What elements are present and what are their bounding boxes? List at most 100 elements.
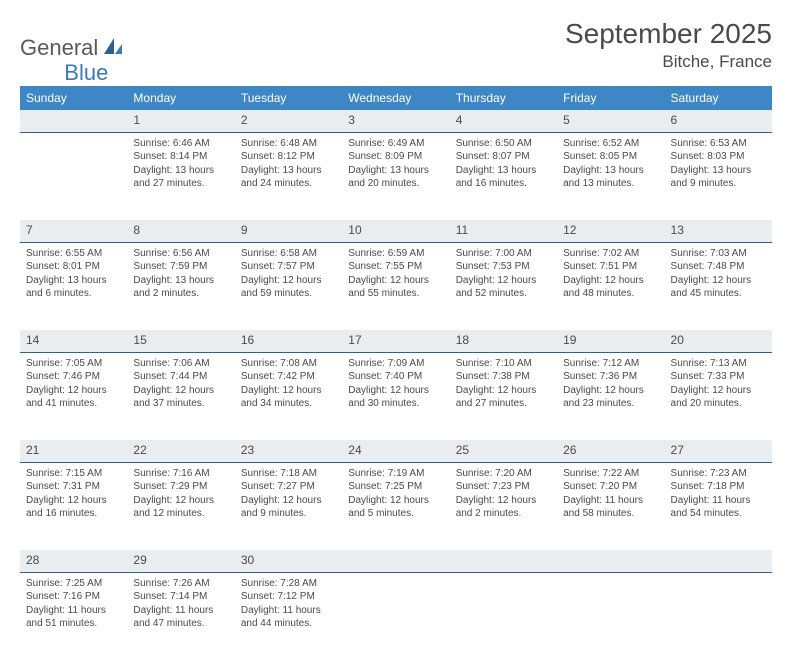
sunrise-text: Sunrise: 7:13 AM [671,357,766,371]
daylight-text: Daylight: 12 hours and 20 minutes. [671,384,766,411]
sunrise-text: Sunrise: 7:18 AM [241,467,336,481]
sunset-text: Sunset: 8:07 PM [456,150,551,164]
sunset-text: Sunset: 8:01 PM [26,260,121,274]
sunset-text: Sunset: 7:12 PM [241,590,336,604]
day-number: 26 [557,440,664,460]
day-number-row: 282930 [20,550,772,572]
daylight-text: Daylight: 11 hours and 44 minutes. [241,604,336,631]
day-cell: Sunrise: 7:13 AMSunset: 7:33 PMDaylight:… [665,352,772,440]
day-cell: Sunrise: 6:52 AMSunset: 8:05 PMDaylight:… [557,132,664,220]
sunset-text: Sunset: 7:27 PM [241,480,336,494]
day-number: 20 [665,330,772,350]
day-cell [20,132,127,220]
day-cell: Sunrise: 6:59 AMSunset: 7:55 PMDaylight:… [342,242,449,330]
daylight-text: Daylight: 13 hours and 16 minutes. [456,164,551,191]
sunset-text: Sunset: 7:18 PM [671,480,766,494]
day-cell: Sunrise: 7:28 AMSunset: 7:12 PMDaylight:… [235,572,342,660]
daylight-text: Daylight: 12 hours and 34 minutes. [241,384,336,411]
day-cell: Sunrise: 7:09 AMSunset: 7:40 PMDaylight:… [342,352,449,440]
sunset-text: Sunset: 7:16 PM [26,590,121,604]
day-cell: Sunrise: 7:20 AMSunset: 7:23 PMDaylight:… [450,462,557,550]
daylight-text: Daylight: 11 hours and 54 minutes. [671,494,766,521]
sunrise-text: Sunrise: 7:22 AM [563,467,658,481]
day-cell: Sunrise: 7:22 AMSunset: 7:20 PMDaylight:… [557,462,664,550]
daylight-text: Daylight: 12 hours and 30 minutes. [348,384,443,411]
page-title: September 2025 [565,18,772,50]
day-cell: Sunrise: 7:06 AMSunset: 7:44 PMDaylight:… [127,352,234,440]
weekday-header: Wednesday [342,86,449,110]
day-number: 25 [450,440,557,460]
sunrise-text: Sunrise: 6:50 AM [456,137,551,151]
day-number-row: 123456 [20,110,772,132]
sunrise-text: Sunrise: 6:53 AM [671,137,766,151]
sunset-text: Sunset: 7:53 PM [456,260,551,274]
sunrise-text: Sunrise: 6:46 AM [133,137,228,151]
daylight-text: Daylight: 13 hours and 2 minutes. [133,274,228,301]
sunrise-text: Sunrise: 6:56 AM [133,247,228,261]
day-cell: Sunrise: 6:48 AMSunset: 8:12 PMDaylight:… [235,132,342,220]
day-cell: Sunrise: 7:08 AMSunset: 7:42 PMDaylight:… [235,352,342,440]
day-cell: Sunrise: 7:16 AMSunset: 7:29 PMDaylight:… [127,462,234,550]
weekday-header: Tuesday [235,86,342,110]
weekday-header: Monday [127,86,234,110]
daylight-text: Daylight: 12 hours and 48 minutes. [563,274,658,301]
sunset-text: Sunset: 8:05 PM [563,150,658,164]
day-number: 5 [557,110,664,130]
logo-text-general: General [20,35,98,61]
sunrise-text: Sunrise: 6:52 AM [563,137,658,151]
sunset-text: Sunset: 7:55 PM [348,260,443,274]
day-cell: Sunrise: 7:03 AMSunset: 7:48 PMDaylight:… [665,242,772,330]
day-number: 17 [342,330,449,350]
daylight-text: Daylight: 12 hours and 41 minutes. [26,384,121,411]
sunset-text: Sunset: 7:25 PM [348,480,443,494]
sunset-text: Sunset: 7:14 PM [133,590,228,604]
day-number: 15 [127,330,234,350]
daylight-text: Daylight: 12 hours and 16 minutes. [26,494,121,521]
day-number: 8 [127,220,234,240]
sunset-text: Sunset: 7:51 PM [563,260,658,274]
day-cell: Sunrise: 7:19 AMSunset: 7:25 PMDaylight:… [342,462,449,550]
sunrise-text: Sunrise: 7:12 AM [563,357,658,371]
day-number: 30 [235,550,342,570]
week-row: Sunrise: 6:46 AMSunset: 8:14 PMDaylight:… [20,132,772,220]
daylight-text: Daylight: 12 hours and 59 minutes. [241,274,336,301]
daylight-text: Daylight: 13 hours and 13 minutes. [563,164,658,191]
sunset-text: Sunset: 7:59 PM [133,260,228,274]
day-number: 6 [665,110,772,130]
sunrise-text: Sunrise: 7:19 AM [348,467,443,481]
day-cell [450,572,557,660]
sunrise-text: Sunrise: 7:15 AM [26,467,121,481]
day-number: 1 [127,110,234,130]
daylight-text: Daylight: 12 hours and 37 minutes. [133,384,228,411]
daylight-text: Daylight: 13 hours and 6 minutes. [26,274,121,301]
logo-sail-icon [102,36,124,61]
daylight-text: Daylight: 12 hours and 55 minutes. [348,274,443,301]
daylight-text: Daylight: 12 hours and 27 minutes. [456,384,551,411]
sunset-text: Sunset: 7:38 PM [456,370,551,384]
day-cell: Sunrise: 7:25 AMSunset: 7:16 PMDaylight:… [20,572,127,660]
calendar-table: SundayMondayTuesdayWednesdayThursdayFrid… [20,86,772,660]
daylight-text: Daylight: 11 hours and 47 minutes. [133,604,228,631]
sunrise-text: Sunrise: 6:48 AM [241,137,336,151]
sunset-text: Sunset: 7:31 PM [26,480,121,494]
sunrise-text: Sunrise: 7:26 AM [133,577,228,591]
day-cell: Sunrise: 7:15 AMSunset: 7:31 PMDaylight:… [20,462,127,550]
sunset-text: Sunset: 7:44 PM [133,370,228,384]
daylight-text: Daylight: 12 hours and 2 minutes. [456,494,551,521]
day-cell [665,572,772,660]
daylight-text: Daylight: 11 hours and 51 minutes. [26,604,121,631]
daylight-text: Daylight: 12 hours and 12 minutes. [133,494,228,521]
day-cell: Sunrise: 6:46 AMSunset: 8:14 PMDaylight:… [127,132,234,220]
sunset-text: Sunset: 7:36 PM [563,370,658,384]
day-number: 7 [20,220,127,240]
day-number: 24 [342,440,449,460]
day-cell: Sunrise: 6:56 AMSunset: 7:59 PMDaylight:… [127,242,234,330]
day-cell: Sunrise: 7:23 AMSunset: 7:18 PMDaylight:… [665,462,772,550]
day-cell [342,572,449,660]
daylight-text: Daylight: 12 hours and 9 minutes. [241,494,336,521]
sunrise-text: Sunrise: 7:03 AM [671,247,766,261]
day-number: 16 [235,330,342,350]
week-row: Sunrise: 7:15 AMSunset: 7:31 PMDaylight:… [20,462,772,550]
sunrise-text: Sunrise: 6:49 AM [348,137,443,151]
sunrise-text: Sunrise: 7:10 AM [456,357,551,371]
